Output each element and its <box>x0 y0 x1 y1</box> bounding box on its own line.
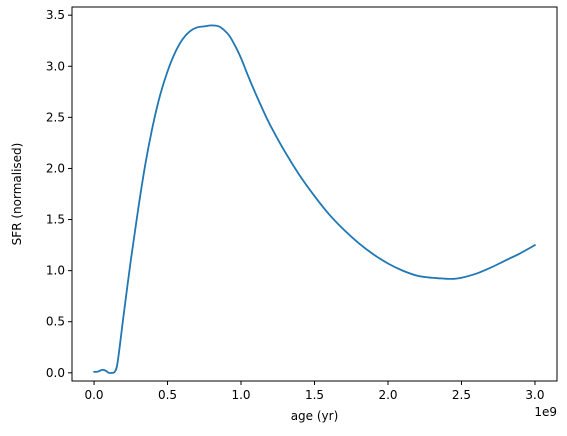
y-tick-label: 0.0 <box>46 366 65 380</box>
x-tick-label: 0.0 <box>84 388 103 402</box>
x-axis-offset-label: 1e9 <box>534 405 557 419</box>
x-tick-label: 2.5 <box>452 388 471 402</box>
y-tick-label: 2.5 <box>46 110 65 124</box>
y-tick-label: 1.0 <box>46 264 65 278</box>
x-tick-label: 2.0 <box>378 388 397 402</box>
x-tick-label: 0.5 <box>158 388 177 402</box>
y-tick-label: 3.0 <box>46 59 65 73</box>
series-group <box>93 24 536 374</box>
x-tick-label: 1.5 <box>305 388 324 402</box>
x-tick-label: 3.0 <box>525 388 544 402</box>
y-tick-label: 1.5 <box>46 213 65 227</box>
x-axis-ticks: 0.0 0.5 1.0 1.5 2.0 2.5 3.0 <box>84 381 545 402</box>
y-axis-ticks: 0.0 0.5 1.0 1.5 2.0 2.5 3.0 3.5 <box>46 8 72 380</box>
y-tick-label: 3.5 <box>46 8 65 22</box>
x-tick-label: 1.0 <box>231 388 250 402</box>
y-tick-label: 2.0 <box>46 161 65 175</box>
y-tick-label: 0.5 <box>46 315 65 329</box>
x-axis-label: age (yr) <box>291 409 339 423</box>
axes <box>71 6 558 382</box>
plot-area-frame <box>71 6 558 382</box>
y-axis-label: SFR (normalised) <box>10 143 24 246</box>
series-line-0 <box>93 24 536 374</box>
